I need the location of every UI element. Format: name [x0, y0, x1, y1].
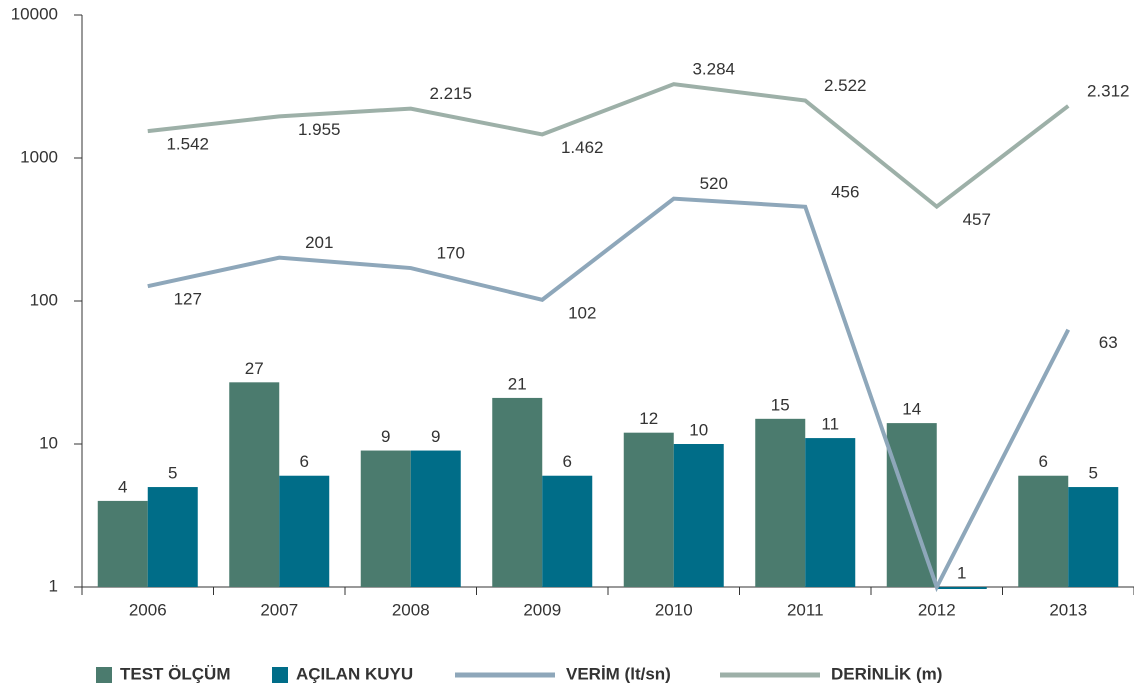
bar: [229, 382, 280, 587]
bar: [805, 438, 856, 587]
x-tick-label: 2007: [260, 600, 298, 619]
line-label: 456: [831, 182, 859, 201]
bar-label: 21: [508, 374, 527, 393]
bar-label: 14: [902, 400, 921, 419]
x-tick-label: 2006: [129, 600, 167, 619]
x-tick-label: 2008: [392, 600, 430, 619]
bar-label: 15: [771, 395, 790, 414]
line-label: 170: [437, 244, 465, 263]
bar-label: 12: [639, 409, 658, 428]
bar: [1018, 475, 1069, 587]
bar-label: 6: [563, 452, 572, 471]
x-tick-label: 2013: [1049, 600, 1087, 619]
bar: [623, 432, 674, 587]
bar: [147, 487, 198, 587]
legend-label: AÇILAN KUYU: [296, 664, 413, 683]
legend-label: TEST ÖLÇÜM: [120, 664, 231, 683]
line-label: 3.284: [692, 60, 735, 79]
line-label: 2.312: [1087, 81, 1130, 100]
bar-label: 6: [300, 452, 309, 471]
y-tick-label: 10000: [11, 4, 58, 23]
legend-label: DERİNLİK (m): [831, 664, 942, 683]
line: [147, 196, 1071, 593]
x-tick-label: 2012: [918, 600, 956, 619]
bar-label: 4: [118, 477, 127, 496]
y-tick-label: 100: [30, 290, 58, 309]
bar-label: 27: [245, 359, 264, 378]
line-label: 63: [1099, 333, 1118, 352]
line-label: 201: [305, 233, 333, 252]
bar: [936, 587, 987, 589]
bar: [542, 475, 593, 587]
x-tick-label: 2011: [787, 600, 824, 619]
bar-label: 5: [1089, 464, 1098, 483]
y-tick-label: 10: [39, 433, 58, 452]
line-label: 2.215: [429, 84, 472, 103]
bar-label: 5: [168, 464, 177, 483]
bar: [755, 418, 806, 587]
bar: [673, 444, 724, 587]
bar-label: 6: [1039, 452, 1048, 471]
bar: [1068, 487, 1119, 587]
line-label: 1.462: [561, 138, 604, 157]
bar-label: 9: [431, 427, 440, 446]
bar: [410, 450, 461, 587]
line-label: 127: [174, 290, 202, 309]
bar: [492, 397, 543, 587]
line-label: 2.522: [824, 76, 867, 95]
legend-swatch: [96, 667, 112, 683]
y-tick-label: 1000: [20, 147, 58, 166]
bar: [360, 450, 411, 587]
y-tick-label: 1: [49, 576, 58, 595]
bar-label: 11: [821, 415, 839, 434]
line-label: 1.542: [166, 135, 209, 154]
legend-swatch: [272, 667, 288, 683]
line-label: 520: [700, 174, 728, 193]
x-tick-label: 2010: [655, 600, 693, 619]
bar-label: 9: [381, 427, 390, 446]
line-label: 1.955: [298, 120, 341, 139]
bar-label: 1: [957, 563, 966, 582]
x-tick-label: 2009: [523, 600, 561, 619]
bar: [97, 500, 148, 587]
bar: [279, 475, 330, 587]
bar-label: 10: [689, 420, 708, 439]
line-label: 457: [963, 210, 991, 229]
line-label: 102: [568, 303, 596, 322]
legend-label: VERİM (lt/sn): [566, 664, 671, 683]
line: [147, 82, 1070, 210]
